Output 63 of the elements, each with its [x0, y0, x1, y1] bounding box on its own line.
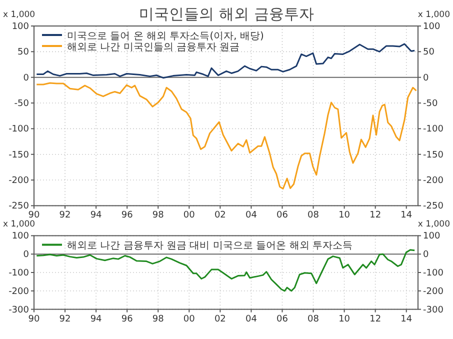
x-tick-label: 04 — [245, 210, 258, 221]
y2-tick-label: -200 — [423, 286, 444, 297]
x-tick-label: 08 — [308, 210, 320, 221]
y2-tick-label: -100 — [423, 268, 444, 278]
legend-label: 해외로 나간 미국인들의 금융투자 원금 — [67, 42, 240, 53]
y-axis-title: x 1,000 — [3, 10, 36, 20]
x-tick-label: 06 — [276, 314, 288, 324]
x-tick-label: 12 — [370, 210, 382, 221]
x-tick-label: 90 — [28, 210, 40, 221]
x-tick-label: 98 — [152, 314, 164, 324]
line-series — [36, 82, 418, 190]
y-tick-label: 0 — [23, 250, 30, 260]
x-tick-label: 10 — [338, 210, 350, 221]
x-tick-label: 96 — [121, 210, 134, 221]
y-tick-label: -250 — [8, 202, 30, 212]
x-tick-label: 00 — [183, 314, 196, 324]
y2-tick-label: -100 — [423, 124, 444, 135]
y2-tick-label: 0 — [423, 250, 429, 260]
x-tick-label: 94 — [90, 210, 102, 221]
x-tick-label: 92 — [59, 314, 71, 324]
y2-tick-label: 0 — [423, 73, 429, 84]
x-tick-label: 02 — [214, 210, 226, 221]
x-tick-label: 06 — [276, 210, 288, 221]
x-tick-label: 14 — [400, 314, 412, 324]
y2-tick-label: 100 — [423, 22, 440, 32]
y-tick-label: -300 — [8, 305, 30, 316]
y2-tick-label: 100 — [423, 232, 440, 242]
x-tick-label: 92 — [59, 210, 71, 221]
y2-axis-title: x 1,000 — [418, 220, 450, 230]
y-tick-label: -50 — [14, 99, 30, 110]
x-tick-label: 14 — [400, 210, 412, 221]
x-tick-label: 90 — [28, 314, 40, 324]
y-tick-label: 0 — [23, 73, 30, 84]
y-tick-label: -150 — [8, 150, 30, 160]
x-tick-label: 00 — [183, 210, 196, 221]
y2-axis-title: x 1,000 — [418, 10, 450, 20]
y-tick-label: 50 — [18, 48, 30, 58]
x-tick-label: 96 — [121, 314, 134, 324]
x-tick-label: 98 — [152, 210, 164, 221]
y-tick-label: -100 — [8, 124, 30, 135]
y2-tick-label: -50 — [423, 99, 438, 110]
x-tick-label: 94 — [90, 314, 102, 324]
line-series — [36, 249, 416, 292]
x-tick-label: 02 — [214, 314, 226, 324]
y-tick-label: -100 — [8, 268, 30, 278]
x-tick-label: 04 — [245, 314, 258, 324]
line-series — [36, 43, 416, 79]
y2-tick-label: -300 — [423, 305, 444, 316]
y-tick-label: 100 — [12, 232, 30, 242]
y2-tick-label: -150 — [423, 150, 444, 160]
y2-tick-label: -200 — [423, 176, 444, 186]
legend-label: 미국으로 들어 온 해외 투자소득(이자, 배당) — [67, 31, 264, 42]
y-axis-title: x 1,000 — [3, 220, 36, 230]
y2-tick-label: -250 — [423, 202, 444, 212]
y-tick-label: 100 — [12, 22, 30, 32]
x-tick-label: 12 — [370, 314, 382, 324]
chart-title: 미국인들의 해외 금융투자 — [139, 5, 314, 23]
x-tick-label: 08 — [308, 314, 320, 324]
y-tick-label: -200 — [8, 286, 30, 297]
y-tick-label: -200 — [8, 176, 30, 186]
x-tick-label: 10 — [338, 314, 350, 324]
y2-tick-label: 50 — [423, 48, 435, 58]
legend-label: 해외로 나간 금융투자 원금 대비 미국으로 들어온 해외 투자소득 — [67, 240, 352, 252]
